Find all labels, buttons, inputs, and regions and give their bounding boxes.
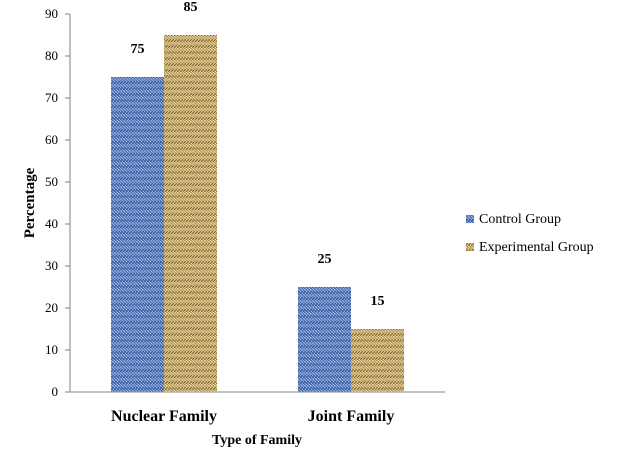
y-tick-label: 40 (45, 216, 58, 231)
data-label: 25 (318, 252, 332, 267)
y-axis-ticks: 0 10 20 30 40 50 60 70 80 90 (45, 6, 70, 399)
data-label: 75 (131, 42, 145, 57)
y-tick-label: 80 (45, 48, 58, 63)
data-label: 85 (184, 0, 198, 15)
y-tick-label: 50 (45, 174, 58, 189)
bar-control-group-0 (111, 77, 164, 392)
y-tick-label: 0 (52, 384, 59, 399)
x-axis-tick-labels: Nuclear Family Joint Family (111, 408, 394, 425)
x-tick-label: Joint Family (308, 408, 395, 425)
y-tick-label: 10 (45, 342, 58, 357)
legend-label: Experimental Group (479, 240, 594, 255)
legend-swatch (466, 215, 474, 223)
bar-control-group-1 (298, 287, 351, 392)
legend-label: Control Group (479, 212, 561, 227)
y-tick-label: 70 (45, 90, 58, 105)
x-tick-label: Nuclear Family (111, 408, 217, 425)
data-labels-group: 75 25 85 15 (131, 0, 385, 309)
bars-group (111, 35, 404, 392)
legend-swatch (466, 243, 474, 251)
y-tick-label: 30 (45, 258, 58, 273)
data-label: 15 (371, 294, 385, 309)
y-tick-label: 90 (45, 6, 58, 21)
legend: Control Group Experimental Group (466, 212, 594, 255)
y-tick-label: 20 (45, 300, 58, 315)
bar-experimental-group-0 (164, 35, 217, 392)
x-axis-label: Type of Family (212, 433, 302, 448)
y-axis-label: Percentage (22, 167, 38, 238)
y-tick-label: 60 (45, 132, 58, 147)
bar-experimental-group-1 (351, 329, 404, 392)
